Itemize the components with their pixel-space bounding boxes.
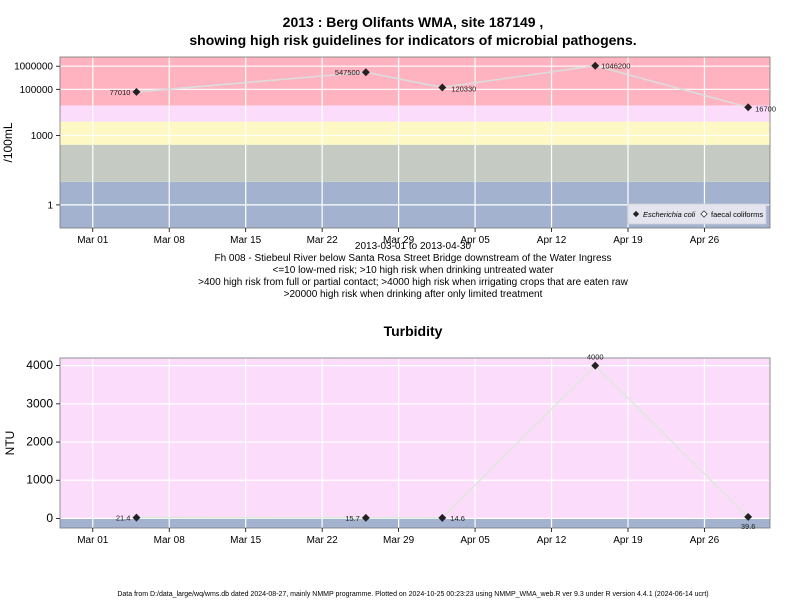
x-tick-label: Apr 19 (613, 535, 643, 546)
y-axis-label: NTU (3, 431, 17, 456)
y-tick-label: 1000 (26, 473, 53, 487)
y-tick-label: 0 (46, 511, 53, 525)
data-label: 4000 (587, 353, 604, 362)
x-tick-label: Apr 12 (537, 235, 567, 246)
data-label: 21.4 (116, 514, 131, 523)
risk-band (60, 105, 770, 122)
guideline-line-3: >20000 high risk when drinking after onl… (284, 289, 543, 300)
x-tick-label: Mar 08 (154, 235, 186, 246)
y-tick-label: 1000000 (14, 62, 53, 73)
site-description: Fh 008 - Stiebeul River below Santa Rosa… (214, 253, 611, 264)
data-label: 16700 (755, 104, 776, 113)
legend-label: Escherichia coli (643, 210, 695, 219)
y-tick-label: 4000 (26, 358, 53, 372)
y-tick-label: 3000 (26, 396, 53, 410)
footer-note: Data from D:/data_large/wq/wms.db dated … (117, 591, 708, 598)
x-tick-label: Mar 08 (154, 535, 186, 546)
y-axis-label: /100mL (1, 122, 15, 162)
chart-title-line1: 2013 : Berg Olifants WMA, site 187149 , (283, 14, 544, 30)
chart-title-line2: showing high risk guidelines for indicat… (189, 32, 636, 48)
x-tick-label: Mar 22 (307, 535, 339, 546)
x-tick-label: Apr 05 (460, 535, 490, 546)
x-tick-label: Mar 15 (230, 235, 262, 246)
y-tick-label: 1 (47, 200, 53, 211)
x-tick-label: Mar 22 (307, 235, 339, 246)
data-point (132, 513, 141, 522)
plot-frame (59, 357, 771, 529)
data-label: 14.6 (450, 514, 465, 523)
x-tick-label: Mar 01 (77, 535, 109, 546)
risk-band (60, 358, 770, 519)
legend-marker (700, 210, 708, 218)
x-tick-label: Apr 19 (613, 235, 643, 246)
x-tick-label: Mar 29 (383, 235, 415, 246)
ecoli-chart: Mar 01 Mar 08 Mar 15 Mar 22 Mar 29 Apr 05 Apr … (1, 56, 776, 246)
data-point (438, 513, 447, 522)
data-label: 547500 (335, 68, 360, 77)
legend-box (627, 203, 767, 225)
x-tick-label: Mar 29 (383, 535, 415, 546)
y-tick-label: 100000 (20, 85, 54, 96)
data-label: 120330 (451, 84, 476, 93)
guideline-line-2: >400 high risk from full or partial cont… (198, 277, 628, 288)
x-tick-label: Apr 26 (690, 235, 720, 246)
x-tick-label: Apr 26 (690, 535, 720, 546)
x-tick-label: Apr 05 (460, 235, 490, 246)
x-tick-label: Mar 15 (230, 535, 262, 546)
risk-band (60, 121, 770, 145)
date-range-caption: 2013-03-01 to 2013-04-30 (355, 241, 472, 252)
turbidity-title: Turbidity (384, 323, 443, 339)
risk-band (60, 518, 770, 528)
plot-frame (59, 56, 771, 229)
legend-label: faecal coliforms (711, 210, 763, 219)
data-label: 1046200 (601, 62, 630, 71)
data-label: 15.7 (345, 514, 360, 523)
data-label: 39.6 (741, 522, 756, 531)
y-tick-label: 2000 (26, 435, 53, 449)
data-point (132, 87, 141, 96)
data-point (744, 103, 753, 112)
data-point (744, 512, 753, 521)
x-tick-label: Mar 01 (77, 235, 109, 246)
turbidity-chart: Mar 01 Mar 08 Mar 15 Mar 22 Mar 29 Apr 05 Apr … (3, 353, 771, 546)
data-label: 77010 (110, 88, 131, 97)
y-tick-label: 1000 (31, 131, 54, 142)
guideline-line-1: <=10 low-med risk; >10 high risk when dr… (273, 265, 555, 276)
x-tick-label: Apr 12 (537, 535, 567, 546)
risk-band (60, 144, 770, 182)
